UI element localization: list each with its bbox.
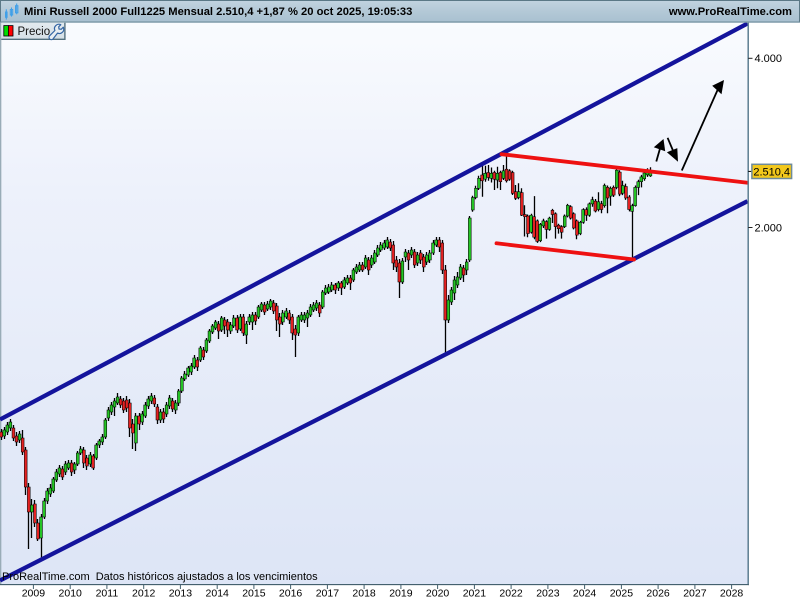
svg-text:2021: 2021: [463, 588, 487, 600]
svg-text:2020: 2020: [426, 588, 450, 600]
svg-text:2011: 2011: [96, 588, 119, 600]
svg-text:2023: 2023: [536, 588, 560, 600]
svg-text:2028: 2028: [720, 588, 744, 600]
svg-text:2015: 2015: [242, 588, 266, 600]
svg-text:Precio: Precio: [18, 26, 51, 38]
svg-text:2027: 2027: [683, 588, 707, 600]
svg-text:2026: 2026: [646, 588, 670, 600]
svg-text:2.000: 2.000: [755, 222, 783, 234]
svg-text:Mini Russell 2000 Full1225 Men: Mini Russell 2000 Full1225 Mensual 2.510…: [24, 6, 412, 18]
svg-text:2009: 2009: [22, 588, 46, 600]
svg-text:2024: 2024: [573, 588, 597, 600]
svg-text:2016: 2016: [279, 588, 303, 600]
svg-text:2010: 2010: [59, 588, 83, 600]
svg-text:2019: 2019: [389, 588, 413, 600]
svg-text:4.000: 4.000: [755, 53, 783, 65]
svg-text:2014: 2014: [206, 588, 230, 600]
svg-text:2018: 2018: [352, 588, 376, 600]
svg-text:ProRealTime.com Datos históri: ProRealTime.com Datos históricos ajustad…: [2, 571, 318, 583]
svg-text:2013: 2013: [169, 588, 193, 600]
svg-text:2022: 2022: [499, 588, 523, 600]
svg-text:www.ProRealTime.com: www.ProRealTime.com: [668, 6, 792, 18]
svg-text:2.510,4: 2.510,4: [753, 166, 790, 178]
svg-text:2017: 2017: [316, 588, 340, 600]
svg-text:2012: 2012: [132, 588, 156, 600]
svg-text:2025: 2025: [610, 588, 634, 600]
